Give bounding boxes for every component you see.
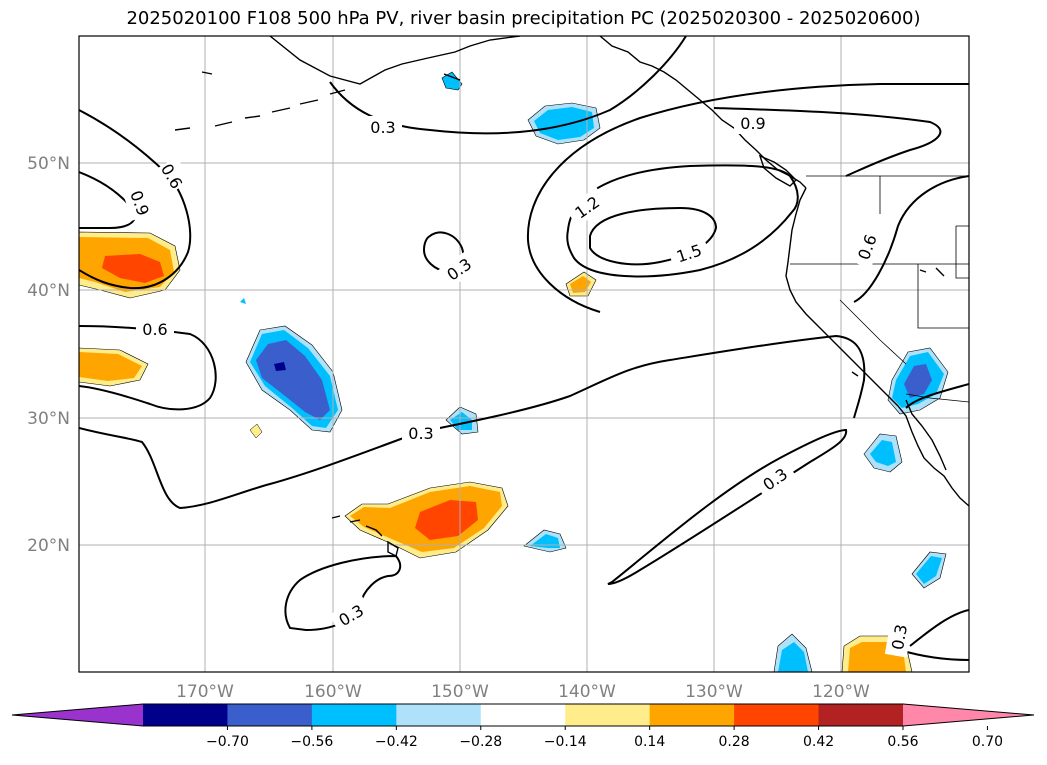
longitude-labels: 170°W 160°W 150°W 140°W 130°W 120°W: [176, 682, 870, 702]
graticule: [79, 36, 969, 672]
coast-vancouver-island: [758, 154, 797, 187]
colorbar-tick-label: 0.42: [803, 734, 834, 750]
lon-label: 170°W: [176, 682, 234, 702]
contour-1.5: [589, 206, 718, 266]
anomaly-pos-22n-152w-max: [415, 500, 478, 540]
anomaly-neg-central-34n-max: [274, 362, 286, 371]
colorbar-tick-label: −0.42: [375, 734, 418, 750]
coast-small-islands: [201, 71, 945, 377]
map-frame: [78, 35, 970, 673]
colorbar-tick-label: 0.56: [887, 734, 918, 750]
map-plot-area: [79, 36, 969, 672]
colorbar-tick-label: −0.14: [544, 734, 587, 750]
contour-label: 0.6: [142, 320, 167, 339]
border-states: [790, 176, 969, 365]
colorbar-tick-label: −0.70: [206, 734, 249, 750]
contour-0.3-main-south: [79, 334, 866, 510]
anomaly-neg-small-39n: [240, 298, 246, 304]
coastlines: [174, 36, 969, 558]
contour-labels: 0.3 0.6 0.9 0.6 0.6 0.3 0.3 0.3 1.2 1.5 …: [122, 112, 914, 658]
contour-0.6-northwest: [79, 109, 192, 290]
colorbar-extend-max: [903, 704, 1034, 726]
anomaly-neg-mexico-core: [916, 556, 942, 584]
contour-label: 0.3: [370, 118, 395, 137]
colorbar-segment: [818, 704, 904, 726]
anomaly-neg-53n-141w-core: [534, 107, 594, 140]
coast-west-north-america: [785, 187, 969, 507]
lon-label: 160°W: [304, 682, 362, 702]
colorbar-segment: [396, 704, 482, 726]
colorbar-tick-label: 0.70: [972, 734, 1003, 750]
colorbar-segment: [143, 704, 228, 726]
anomaly-pos-west-34n-core: [79, 352, 142, 381]
colorbar-tick-label: −0.28: [459, 734, 502, 750]
lon-label: 130°W: [685, 682, 743, 702]
colorbar-tick-label: 0.14: [634, 734, 665, 750]
lat-label: 40°N: [27, 281, 70, 301]
latitude-labels: 50°N 40°N 30°N 20°N: [27, 154, 70, 556]
colorbar-tick-label: 0.28: [719, 734, 750, 750]
contour-label: 0.9: [740, 114, 765, 133]
contour-0.9-northeast: [713, 107, 942, 177]
contour-0.6-east: [853, 175, 969, 303]
colorbar-extend-min: [12, 704, 143, 726]
colorbar-tick-label: −0.56: [290, 734, 333, 750]
colorbar-segment: [311, 704, 397, 726]
coast-baja-california: [905, 399, 947, 471]
map-title: 2025020100 F108 500 hPa PV, river basin …: [126, 8, 921, 29]
anomaly-neg-central-34n-mid: [256, 340, 330, 420]
coast-alaska-aleutians: [269, 36, 521, 85]
colorbar-segment: [480, 704, 566, 726]
colorbar: −0.70 −0.56 −0.42 −0.28 −0.14 0.14 0.28 0.42 0.5…: [11, 703, 1035, 750]
contour-0.9-large-ridge: [526, 82, 969, 313]
lon-label: 140°W: [558, 682, 616, 702]
colorbar-segment: [649, 704, 735, 726]
contour-0.3-east: [905, 383, 969, 409]
political-borders: [790, 175, 969, 403]
lat-label: 30°N: [27, 409, 70, 429]
anomaly-neg-california-mid: [904, 364, 932, 398]
shaded-anomalies: [79, 71, 949, 672]
contour-label: 0.3: [888, 623, 911, 651]
contour-label: 0.3: [408, 424, 433, 443]
coast-aleutian-islands: [174, 89, 346, 131]
anomaly-pos-west-42n-max: [102, 254, 164, 283]
lon-label: 150°W: [431, 682, 489, 702]
contour-1.2: [566, 164, 799, 278]
contour-0.9-west: [79, 171, 137, 229]
lat-label: 50°N: [27, 154, 70, 174]
anomaly-neg-bottom-core: [778, 642, 808, 672]
anomaly-neg-baja-core: [870, 440, 896, 466]
lon-label: 120°W: [812, 682, 870, 702]
colorbar-segment: [227, 704, 313, 726]
coast-hawaii: [331, 515, 399, 558]
anomaly-pos-40n-140w-core: [570, 276, 591, 293]
colorbar-segment: [565, 704, 651, 726]
contour-0.3-southeast-tongue: [607, 428, 848, 585]
lat-label: 20°N: [27, 536, 70, 556]
anomaly-pos-small-29n: [249, 423, 263, 439]
border-us-mexico: [905, 393, 969, 403]
colorbar-segment: [734, 704, 820, 726]
colorbar-outline: [11, 703, 1035, 727]
